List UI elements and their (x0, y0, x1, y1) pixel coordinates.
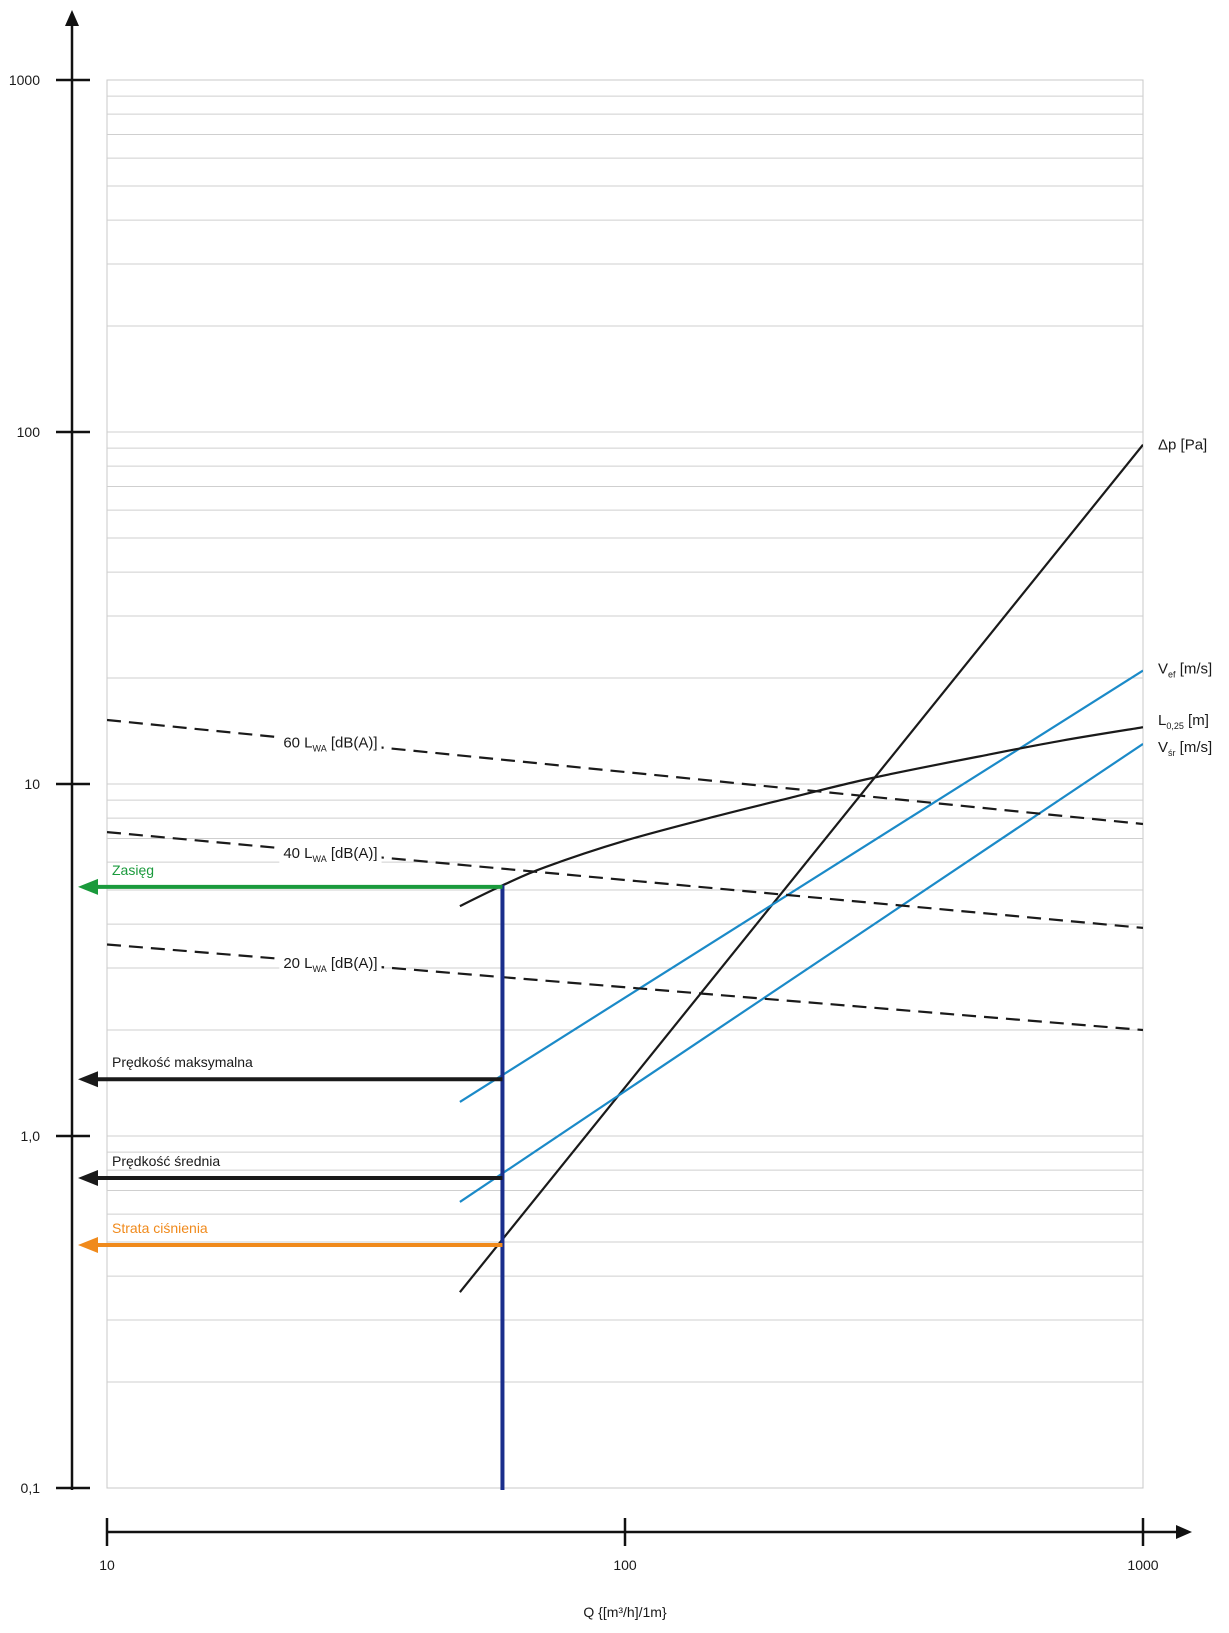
series-label-text-dp: Δp [Pa] (1158, 437, 1207, 454)
series-label-bg (279, 953, 382, 975)
series-label-lwa40: 40 LWA [dB(A)] (279, 843, 382, 865)
x-tick-label: 1000 (1127, 1557, 1158, 1573)
y-tick-label: 0,1 (21, 1480, 41, 1496)
y-tick-label: 100 (17, 424, 41, 440)
reading-group: Zasięg Prędkość maksymalna Prędkość średni… (78, 862, 505, 1490)
series-line-lwa40 (107, 831, 1143, 929)
series-line-vef (459, 669, 1143, 1103)
series-label-text-lwa40: 40 LWA [dB(A)] (283, 845, 377, 864)
series-label-l025: L0,25 [m] (1158, 712, 1209, 731)
arrow-left-icon (78, 878, 98, 895)
series-label-bg (279, 733, 382, 755)
label-group: Δp [Pa] Vef [m/s] L0,25 [m] Vśr [m/s] 60 LWA… (279, 437, 1212, 975)
series-label-text-lwa60: 60 LWA [dB(A)] (283, 734, 377, 753)
readout-label-zasieg: Zasięg (112, 862, 154, 878)
series-line-vsr (459, 742, 1143, 1203)
series-label-lwa60: 60 LWA [dB(A)] (279, 733, 382, 755)
series-line-dp (459, 444, 1143, 1293)
series-label-vef: Vef [m/s] (1158, 661, 1212, 680)
series-label-bg (279, 843, 382, 865)
arrow-left-icon (78, 1169, 98, 1186)
x-tick-label: 10 (99, 1557, 115, 1573)
x-axis-arrow-icon (1176, 1525, 1192, 1539)
y-tick-label: 1,0 (21, 1128, 41, 1144)
x-axis-title: Q {[m³/h]/1m} (583, 1604, 667, 1620)
series-label-dp: Δp [Pa] (1158, 437, 1207, 454)
series-label-lwa20: 20 LWA [dB(A)] (279, 953, 382, 975)
readout-label-predkosc-srednia: Prędkość średnia (112, 1153, 220, 1169)
x-tick-label: 100 (613, 1557, 637, 1573)
arrow-left-icon (78, 1237, 98, 1254)
series-line-lwa60 (107, 718, 1143, 826)
arrow-left-icon (78, 1071, 98, 1088)
readout-label-predkosc-maksymalna: Prędkość maksymalna (112, 1054, 253, 1070)
y-axis-arrow-icon (65, 10, 79, 26)
series-label-text-vsr: Vśr [m/s] (1158, 739, 1212, 758)
series-label-text-vef: Vef [m/s] (1158, 661, 1212, 680)
series-line-l025 (459, 726, 1143, 908)
series-group (107, 444, 1143, 1293)
series-label-text-l025: L0,25 [m] (1158, 712, 1209, 731)
y-tick-label: 10 (24, 776, 40, 792)
grid (106, 79, 1144, 1489)
series-label-vsr: Vśr [m/s] (1158, 739, 1212, 758)
series-line-lwa20 (107, 943, 1143, 1032)
series-label-text-lwa20: 20 LWA [dB(A)] (283, 955, 377, 974)
axes: 0,1 1,0 10 100 1000 10 100 1000 (9, 10, 1192, 1573)
y-tick-label: 1000 (9, 72, 40, 88)
readout-label-strata-cisnienia: Strata ciśnienia (112, 1220, 208, 1236)
